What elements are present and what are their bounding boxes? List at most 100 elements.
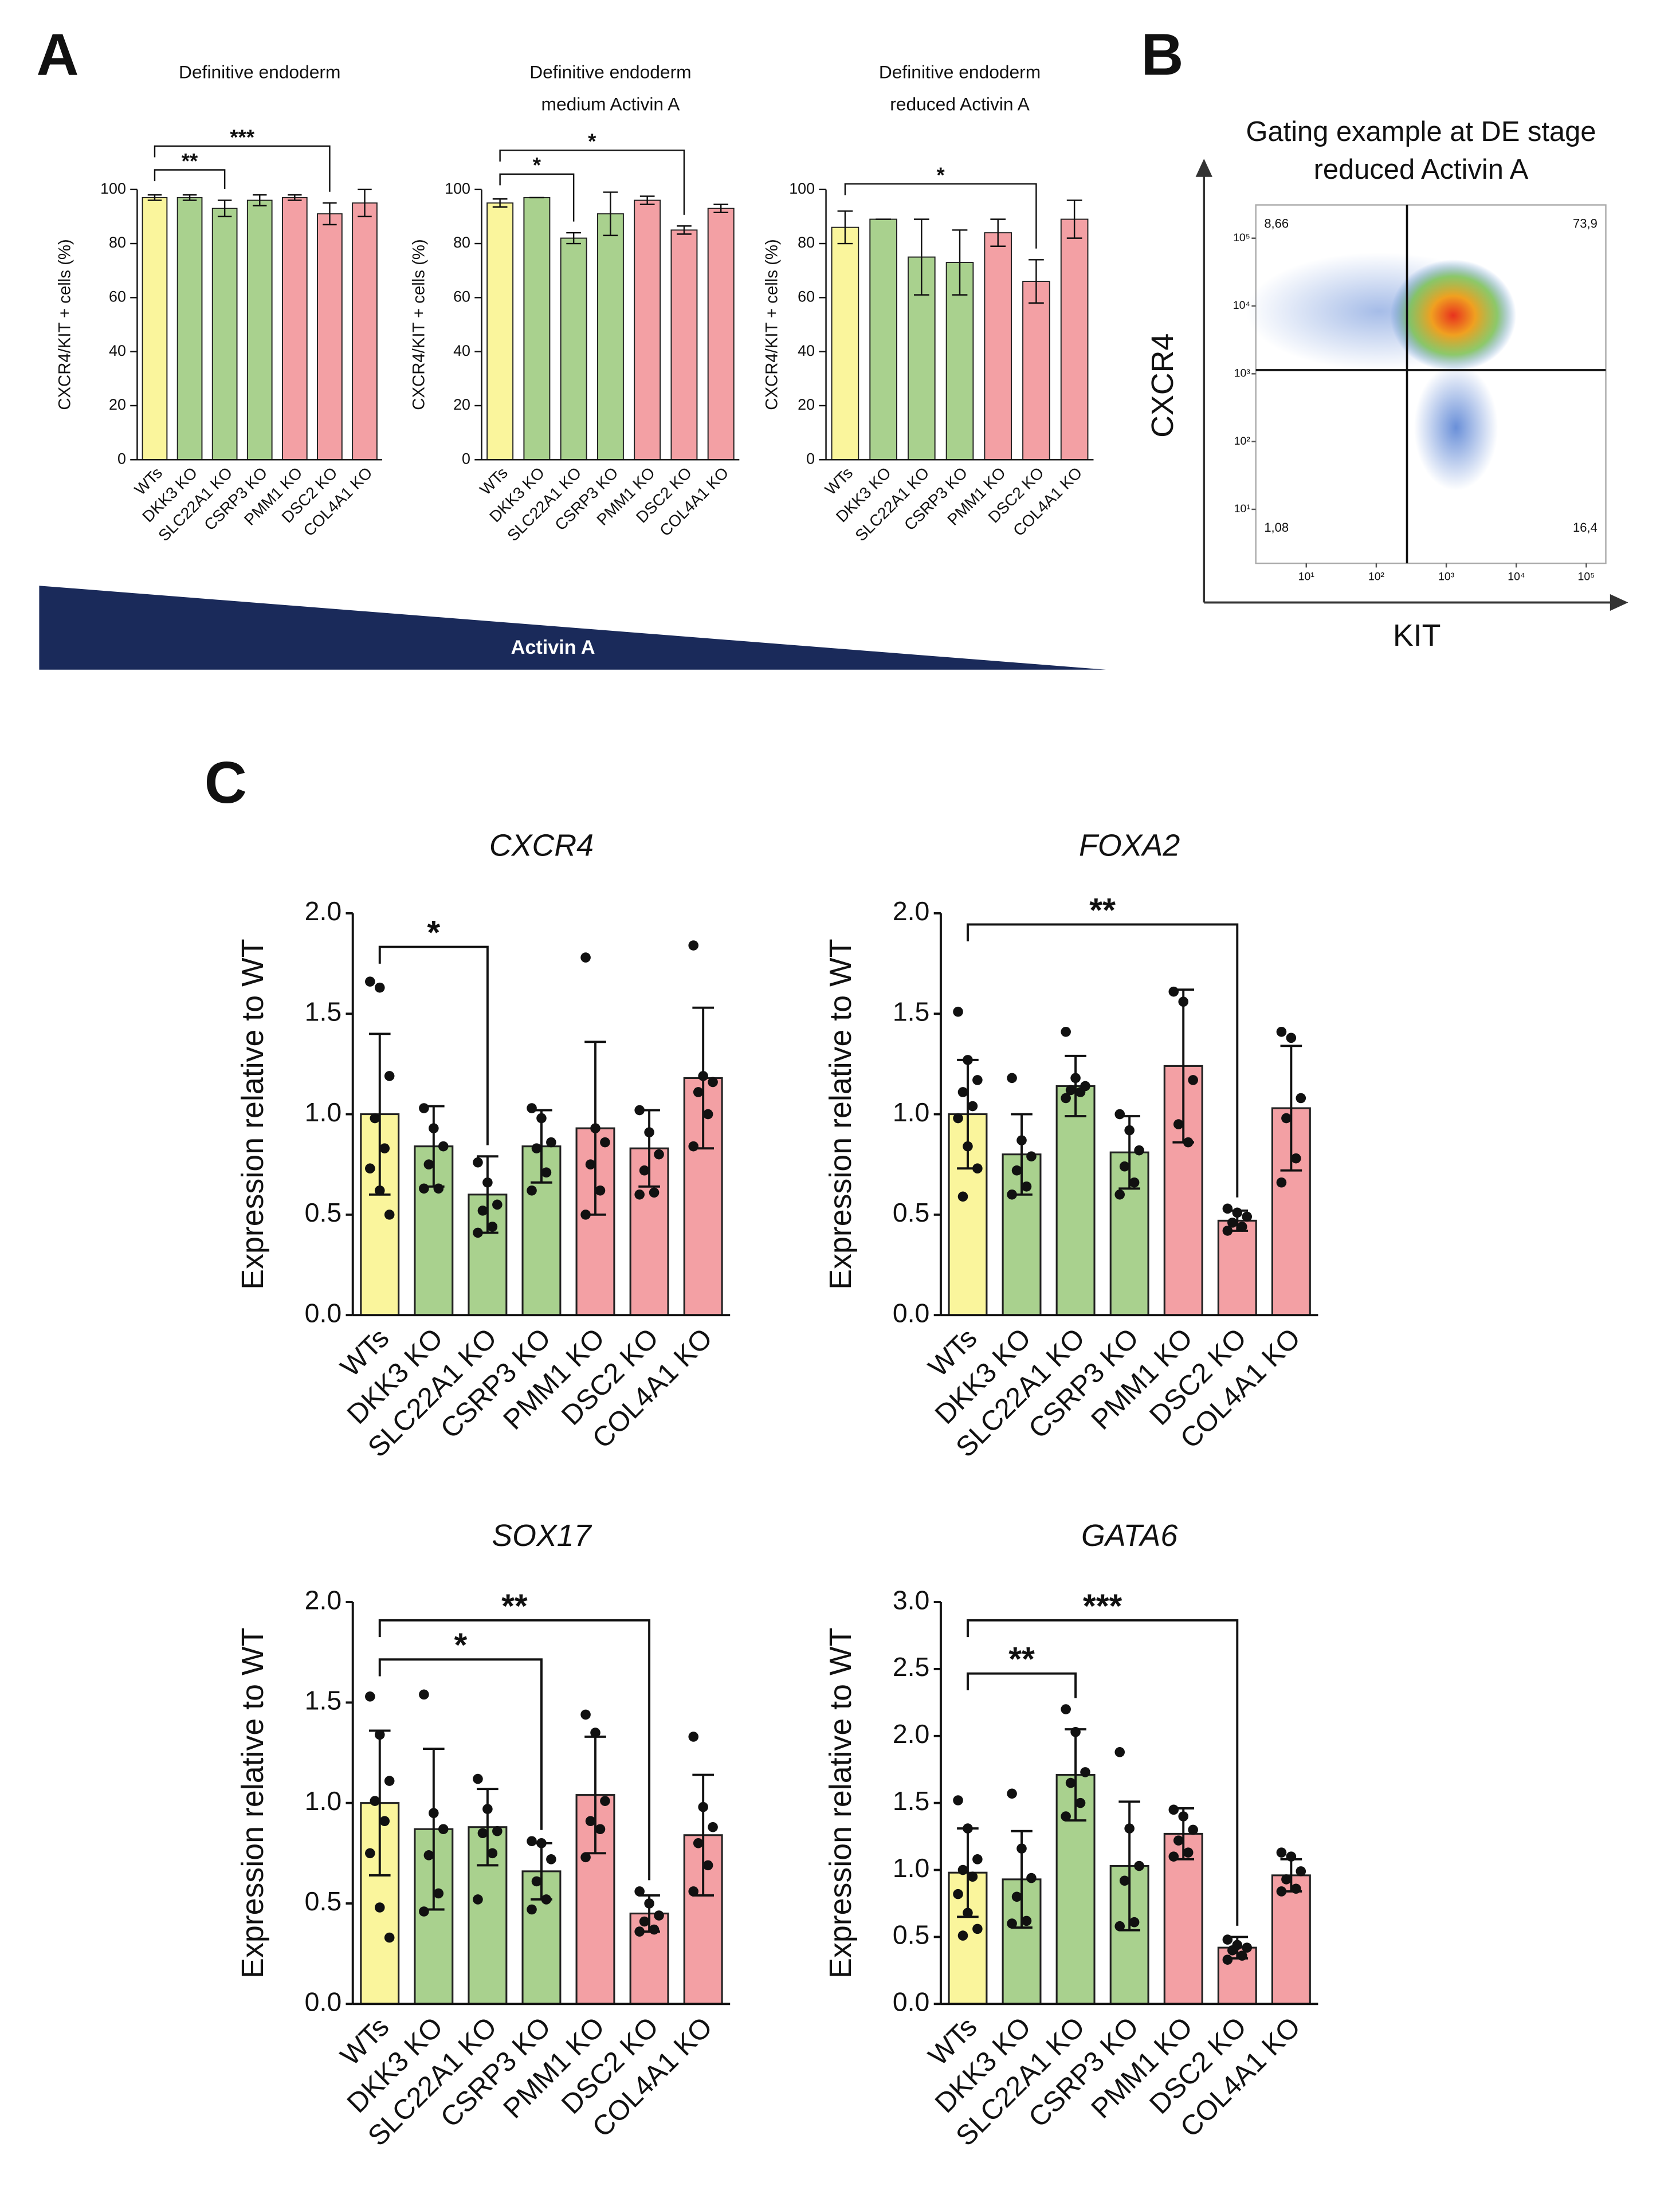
data-point bbox=[1119, 1875, 1130, 1886]
quadrant-label: 1,08 bbox=[1264, 520, 1289, 535]
data-point bbox=[580, 1709, 591, 1720]
bar bbox=[352, 202, 378, 461]
data-point bbox=[1065, 1777, 1076, 1788]
data-point bbox=[1222, 1954, 1233, 1965]
chart-title: SOX17 bbox=[492, 1518, 592, 1553]
bar bbox=[521, 1870, 562, 2005]
significance-label: * bbox=[427, 914, 440, 952]
data-point bbox=[600, 1796, 610, 1806]
panel-label: A bbox=[37, 22, 79, 88]
data-point bbox=[1222, 1203, 1233, 1214]
data-point bbox=[1129, 1177, 1140, 1188]
y-tick-label: 0.0 bbox=[893, 1987, 930, 2017]
data-point bbox=[963, 1055, 973, 1065]
error-bar bbox=[147, 194, 162, 201]
bar bbox=[670, 229, 698, 461]
data-point bbox=[487, 1848, 498, 1859]
data-point bbox=[580, 952, 591, 963]
data-point bbox=[639, 1916, 650, 1927]
data-point bbox=[1296, 1866, 1306, 1877]
y-tick-label: 10¹ bbox=[1234, 503, 1251, 515]
bar bbox=[707, 207, 735, 461]
y-tick-label: 0.5 bbox=[893, 1920, 930, 1950]
y-tick-label: 80 bbox=[109, 234, 126, 251]
data-point bbox=[644, 1898, 654, 1909]
data-point bbox=[527, 1904, 537, 1915]
bar bbox=[486, 202, 514, 461]
chart-title: medium Activin A bbox=[541, 94, 681, 115]
y-tick-label: 0.0 bbox=[305, 1298, 342, 1328]
y-tick-label: 10⁵ bbox=[1233, 231, 1250, 244]
error-bar bbox=[1280, 1045, 1302, 1172]
bar bbox=[560, 237, 587, 461]
data-point bbox=[419, 1183, 429, 1194]
quadrant-label: 16,4 bbox=[1573, 520, 1597, 535]
data-point bbox=[957, 1864, 968, 1875]
data-point bbox=[967, 1101, 978, 1112]
bar bbox=[984, 232, 1012, 461]
density-cloud bbox=[1390, 259, 1517, 372]
data-point bbox=[1281, 1874, 1292, 1885]
data-point bbox=[1188, 1075, 1198, 1085]
data-point bbox=[649, 1924, 660, 1935]
bar bbox=[523, 197, 551, 461]
y-tick-label: 2.0 bbox=[893, 1719, 930, 1749]
data-point bbox=[419, 1906, 429, 1917]
error-bar bbox=[837, 210, 853, 245]
error-bar bbox=[639, 195, 655, 205]
density-cloud bbox=[1414, 364, 1498, 491]
y-tick-label: 0.0 bbox=[305, 1987, 342, 2017]
data-point bbox=[585, 1159, 596, 1169]
data-point bbox=[1124, 1125, 1135, 1136]
data-point bbox=[1061, 1704, 1071, 1714]
data-point bbox=[433, 1888, 444, 1899]
data-point bbox=[379, 1816, 390, 1827]
data-point bbox=[688, 1886, 699, 1897]
data-point bbox=[702, 1109, 713, 1120]
data-point bbox=[1237, 1950, 1247, 1961]
data-point bbox=[477, 1206, 488, 1216]
data-point bbox=[1281, 1113, 1292, 1124]
significance-bracket bbox=[966, 1672, 1077, 1698]
data-point bbox=[541, 1167, 552, 1178]
data-point bbox=[1007, 1918, 1017, 1929]
data-point bbox=[963, 1141, 973, 1152]
data-point bbox=[1124, 1823, 1135, 1834]
y-axis-label: CXCR4 bbox=[1145, 333, 1180, 438]
bar bbox=[1163, 1832, 1203, 2005]
data-point bbox=[384, 1932, 395, 1943]
data-point bbox=[1291, 1883, 1301, 1894]
error-bar bbox=[713, 203, 729, 214]
data-point bbox=[438, 1824, 449, 1835]
data-point bbox=[1129, 1917, 1140, 1928]
significance-label: ** bbox=[1008, 1641, 1035, 1678]
y-tick-label: 10⁴ bbox=[1233, 299, 1250, 312]
y-tick-label: 1.0 bbox=[893, 1097, 930, 1127]
data-point bbox=[1026, 1873, 1037, 1883]
data-point bbox=[1080, 1767, 1090, 1777]
data-point bbox=[370, 1796, 380, 1806]
y-tick-label: 1.5 bbox=[893, 997, 930, 1027]
data-point bbox=[1237, 1222, 1247, 1232]
data-point bbox=[698, 1071, 708, 1081]
significance-bracket bbox=[154, 169, 226, 190]
data-point bbox=[429, 1123, 439, 1133]
significance-label: ** bbox=[501, 1588, 528, 1625]
data-point bbox=[384, 1776, 395, 1786]
y-tick-label: 1.0 bbox=[893, 1853, 930, 1883]
y-tick-label: 80 bbox=[798, 234, 815, 251]
data-point bbox=[1188, 1824, 1198, 1835]
data-point bbox=[634, 1926, 645, 1937]
y-axis-label: Expression relative to WT bbox=[235, 939, 270, 1289]
data-point bbox=[639, 1165, 650, 1176]
bar bbox=[1217, 1219, 1257, 1316]
data-point bbox=[365, 976, 375, 987]
y-tick-label: 10³ bbox=[1234, 367, 1251, 379]
data-point bbox=[1134, 1860, 1144, 1871]
data-point bbox=[1168, 1804, 1179, 1815]
y-axis-label: CXCR4/KIT + cells (%) bbox=[410, 239, 429, 410]
significance-label: ** bbox=[182, 149, 198, 172]
data-point bbox=[634, 1886, 645, 1897]
